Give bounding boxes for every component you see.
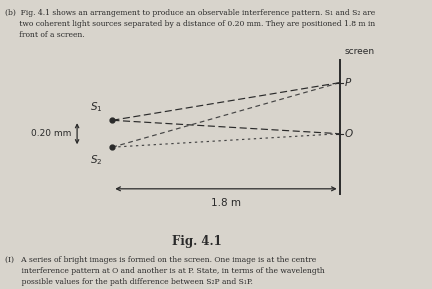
Text: O: O bbox=[344, 129, 353, 139]
Text: S$_2$: S$_2$ bbox=[90, 153, 102, 167]
Text: screen: screen bbox=[344, 47, 375, 56]
Text: 1.8 m: 1.8 m bbox=[211, 198, 241, 208]
Text: (I)   A series of bright images is formed on the screen. One image is at the cen: (I) A series of bright images is formed … bbox=[5, 256, 324, 286]
Text: Fig. 4.1: Fig. 4.1 bbox=[172, 235, 222, 248]
Text: 0.20 mm: 0.20 mm bbox=[31, 129, 71, 138]
Text: P: P bbox=[344, 78, 350, 88]
Text: S$_1$: S$_1$ bbox=[90, 101, 102, 114]
Text: (b)  Fig. 4.1 shows an arrangement to produce an observable interference pattern: (b) Fig. 4.1 shows an arrangement to pro… bbox=[5, 9, 375, 39]
